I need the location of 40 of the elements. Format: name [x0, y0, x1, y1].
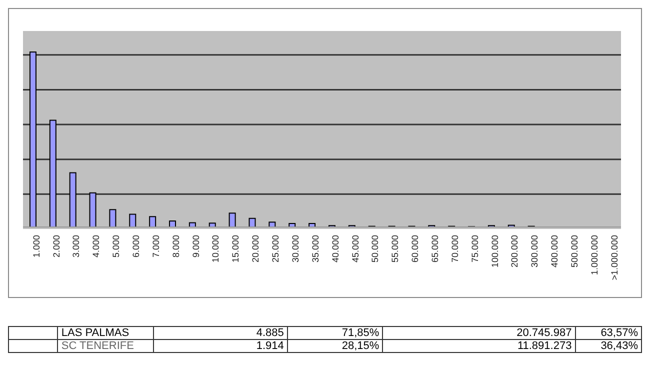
- x-tick-label: 35.000: [310, 235, 320, 263]
- x-tick-label: 6.000: [131, 235, 142, 258]
- x-tick-label: 2.000: [51, 235, 62, 258]
- text: SC TENERIFE: [58, 340, 154, 352]
- x-tick-label: 40.000: [330, 235, 340, 263]
- x-tick-label: 5.000: [111, 235, 122, 258]
- x-tick-label: 1.000.000: [589, 235, 600, 276]
- x-tick-label: 20.000: [250, 235, 261, 263]
- x-tick-label: 10.000: [210, 235, 221, 263]
- text: 63,57%: [575, 326, 642, 340]
- text: 4.885: [154, 326, 288, 340]
- x-tick-label: 55.000: [390, 235, 400, 263]
- text: 36,43%: [575, 340, 642, 352]
- x-tick-label: 300.000: [530, 235, 540, 268]
- x-tick-label: 500.000: [570, 235, 580, 268]
- x-tick-label: 200.000: [510, 235, 520, 268]
- x-tick-label: >1.000.000: [609, 235, 620, 280]
- text: 1.914: [154, 340, 288, 352]
- x-tick-label: 15.000: [230, 235, 241, 263]
- x-tick-label: 50.000: [370, 235, 380, 263]
- text: 28,15%: [287, 340, 383, 352]
- x-tick-label: 30.000: [290, 235, 300, 263]
- x-tick-label: 100.000: [490, 235, 500, 268]
- x-tick-label: 9.000: [190, 235, 201, 258]
- x-tick-label: 45.000: [350, 235, 360, 263]
- x-tick-label: 60.000: [410, 235, 420, 263]
- x-tick-label: 65.000: [430, 235, 440, 263]
- text: 11.891.273: [382, 340, 576, 352]
- x-tick-label: 4.000: [91, 235, 102, 258]
- text: 71,85%: [287, 326, 383, 340]
- x-tick-label: 75.000: [470, 235, 480, 263]
- text: LAS PALMAS: [58, 326, 154, 340]
- x-tick-label: 1.000: [31, 235, 42, 258]
- x-tick-label: 70.000: [450, 235, 460, 263]
- text: 20.745.987: [382, 326, 576, 340]
- x-tick-label: 8.000: [170, 235, 181, 258]
- x-tick-label: 3.000: [71, 235, 82, 258]
- x-tick-label: 25.000: [270, 235, 281, 263]
- x-tick-label: 7.000: [150, 235, 161, 258]
- x-tick-label: 400.000: [550, 235, 560, 268]
